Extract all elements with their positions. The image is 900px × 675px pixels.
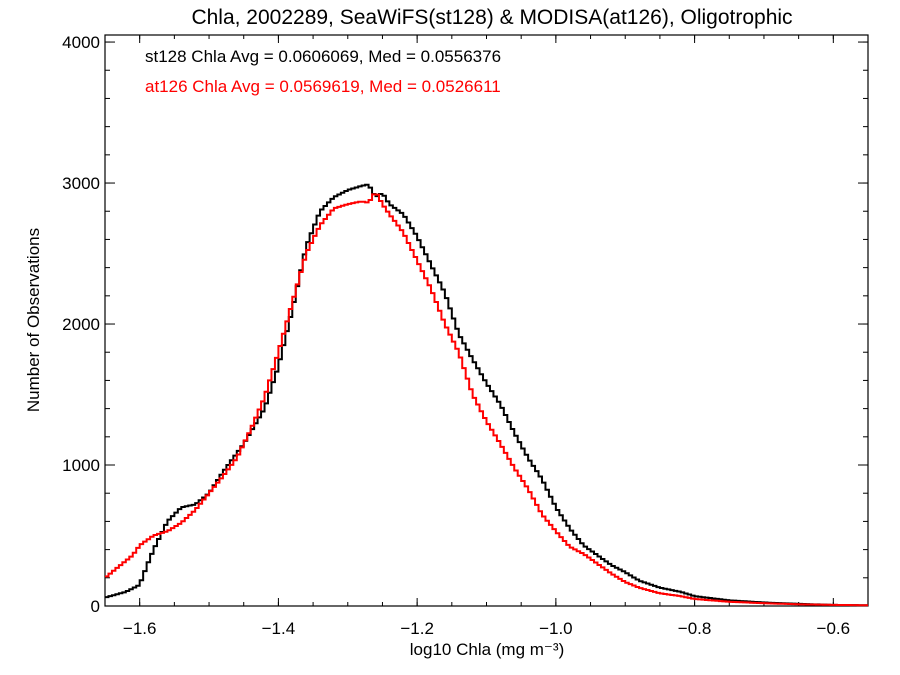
x-tick-label: −1.6 [123,619,157,638]
y-tick-label: 4000 [62,33,100,52]
x-axis-label: log10 Chla (mg m⁻³) [410,640,564,659]
y-tick-label: 2000 [62,315,100,334]
y-tick-label: 1000 [62,456,100,475]
y-tick-label: 3000 [62,174,100,193]
series-layer [105,183,868,607]
x-tick-label: −1.0 [539,619,573,638]
series-st128-line [105,183,868,607]
plot-frame [104,34,869,607]
x-tick-label: −1.4 [262,619,296,638]
x-tick-label: −0.6 [817,619,851,638]
x-axis: −1.6 −1.4 −1.2 −1.0 −0.8 −0.6 [104,35,869,638]
stat-annotation-at126: at126 Chla Avg = 0.0569619, Med = 0.0526… [145,77,501,96]
x-tick-label: −0.8 [678,619,712,638]
x-tick-label: −1.2 [400,619,434,638]
y-tick-label: 0 [91,597,100,616]
stat-annotation-st128: st128 Chla Avg = 0.0606069, Med = 0.0556… [145,47,501,66]
y-axis-label: Number of Observations [24,228,43,412]
series-at126-line [105,193,868,607]
chart-title: Chla, 2002289, SeaWiFS(st128) & MODISA(a… [191,6,792,29]
y-axis: 0 1000 2000 3000 4000 [62,33,868,616]
